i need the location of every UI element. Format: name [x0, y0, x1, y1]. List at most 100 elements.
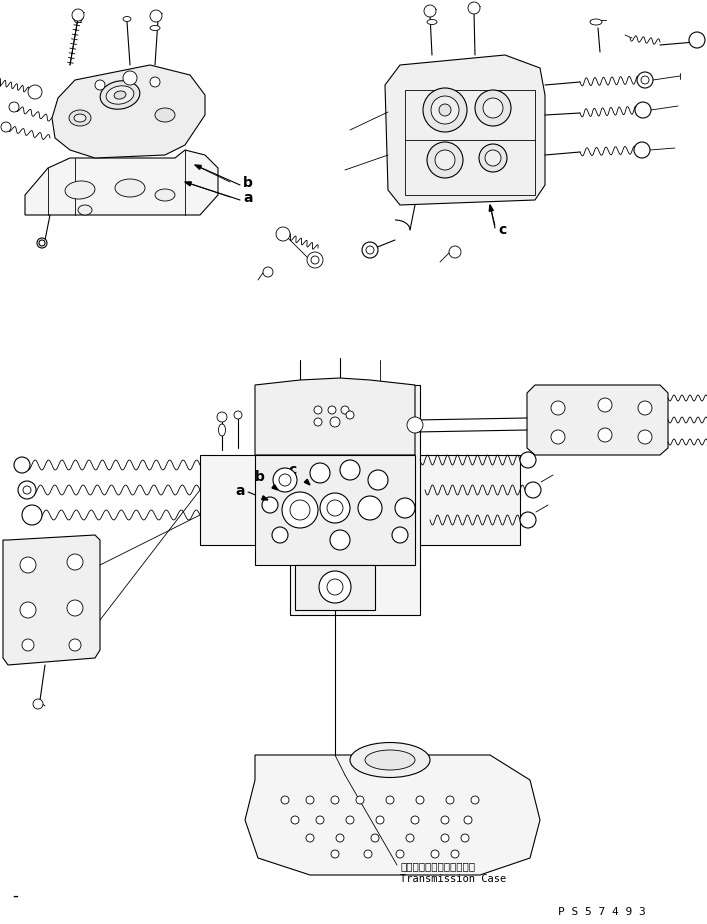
Circle shape	[449, 246, 461, 258]
Circle shape	[150, 10, 162, 22]
Circle shape	[395, 498, 415, 518]
Circle shape	[396, 850, 404, 858]
Polygon shape	[304, 480, 310, 485]
Ellipse shape	[150, 26, 160, 30]
Text: P S 5 7 4 9 3: P S 5 7 4 9 3	[558, 907, 645, 917]
Circle shape	[638, 430, 652, 444]
Circle shape	[9, 102, 19, 112]
Text: a: a	[243, 191, 252, 205]
Bar	[405, 90, 535, 195]
Circle shape	[366, 246, 374, 254]
Circle shape	[72, 9, 84, 21]
Circle shape	[406, 834, 414, 842]
Ellipse shape	[155, 108, 175, 122]
Circle shape	[67, 554, 83, 570]
Circle shape	[28, 85, 42, 99]
Circle shape	[327, 500, 343, 516]
Ellipse shape	[65, 181, 95, 199]
Circle shape	[20, 602, 36, 618]
Circle shape	[461, 834, 469, 842]
Ellipse shape	[350, 743, 430, 777]
Circle shape	[358, 496, 382, 520]
Polygon shape	[3, 535, 100, 665]
Circle shape	[20, 557, 36, 573]
Circle shape	[423, 88, 467, 132]
Circle shape	[263, 267, 273, 277]
Ellipse shape	[115, 179, 145, 197]
Circle shape	[641, 76, 649, 84]
Circle shape	[475, 90, 511, 126]
Circle shape	[638, 401, 652, 415]
Circle shape	[441, 816, 449, 824]
Polygon shape	[272, 485, 278, 490]
Circle shape	[290, 500, 310, 520]
Circle shape	[689, 32, 705, 48]
Circle shape	[439, 104, 451, 116]
Ellipse shape	[78, 205, 92, 215]
Text: b: b	[255, 470, 265, 484]
Polygon shape	[262, 496, 268, 500]
Text: Transmission Case: Transmission Case	[400, 874, 506, 884]
Circle shape	[551, 430, 565, 444]
Circle shape	[386, 796, 394, 804]
Circle shape	[279, 474, 291, 486]
Circle shape	[123, 71, 137, 85]
Circle shape	[311, 256, 319, 264]
Circle shape	[331, 850, 339, 858]
Ellipse shape	[69, 110, 91, 126]
Polygon shape	[245, 755, 540, 875]
Circle shape	[37, 238, 47, 248]
Bar	[305, 397, 360, 429]
Ellipse shape	[106, 86, 134, 104]
Circle shape	[427, 142, 463, 178]
Circle shape	[22, 639, 34, 651]
Text: b: b	[243, 176, 253, 190]
Circle shape	[330, 417, 340, 427]
Circle shape	[446, 796, 454, 804]
Circle shape	[346, 411, 354, 419]
Circle shape	[598, 398, 612, 412]
Circle shape	[637, 72, 653, 88]
Circle shape	[346, 816, 354, 824]
Ellipse shape	[427, 19, 437, 25]
Circle shape	[464, 816, 472, 824]
Circle shape	[376, 816, 384, 824]
Text: c: c	[288, 463, 296, 477]
Circle shape	[150, 77, 160, 87]
Circle shape	[525, 482, 541, 498]
Circle shape	[18, 481, 36, 499]
Circle shape	[306, 796, 314, 804]
Polygon shape	[52, 65, 205, 158]
Circle shape	[310, 463, 330, 483]
Circle shape	[371, 834, 379, 842]
Circle shape	[441, 834, 449, 842]
Polygon shape	[195, 165, 201, 169]
Circle shape	[520, 452, 536, 468]
Circle shape	[411, 816, 419, 824]
Circle shape	[634, 142, 650, 158]
Circle shape	[67, 600, 83, 616]
Circle shape	[69, 639, 81, 651]
Circle shape	[407, 417, 423, 433]
Circle shape	[291, 816, 299, 824]
Circle shape	[635, 102, 651, 118]
Polygon shape	[185, 182, 192, 186]
Circle shape	[468, 2, 480, 14]
Ellipse shape	[590, 19, 602, 25]
Circle shape	[234, 411, 242, 419]
Bar	[295, 565, 375, 610]
Circle shape	[330, 530, 350, 550]
Bar	[255, 455, 415, 565]
Circle shape	[431, 96, 459, 124]
Circle shape	[471, 796, 479, 804]
Circle shape	[281, 796, 289, 804]
Circle shape	[282, 492, 318, 528]
Text: a: a	[235, 484, 245, 498]
Circle shape	[320, 493, 350, 523]
Circle shape	[306, 834, 314, 842]
Ellipse shape	[74, 114, 86, 122]
Circle shape	[273, 468, 297, 492]
Circle shape	[33, 699, 43, 709]
Circle shape	[416, 796, 424, 804]
Ellipse shape	[114, 91, 126, 99]
